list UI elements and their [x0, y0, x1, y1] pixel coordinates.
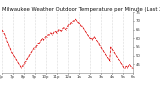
Text: Milwaukee Weather Outdoor Temperature per Minute (Last 24 Hours): Milwaukee Weather Outdoor Temperature pe… — [2, 7, 160, 11]
